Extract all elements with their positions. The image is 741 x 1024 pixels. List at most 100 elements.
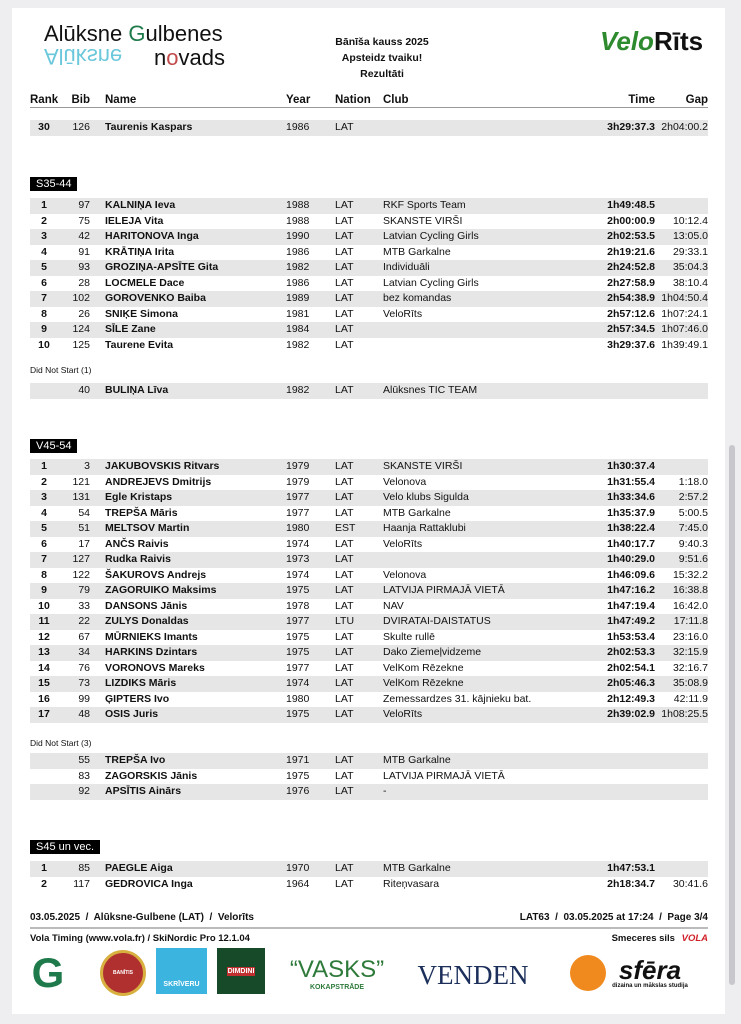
dns-row: 40 BULIŅA Līva 1982 LAT Alūksnes TIC TEAM (30, 383, 708, 399)
sponsor-text: Smeceres sils (611, 933, 675, 944)
cell-nation: LAT (335, 276, 354, 289)
result-row: 14 76 VORONOVS Mareks 1977 LAT VelKom Rēzekne… (30, 661, 708, 677)
cell-club: Velonova (383, 568, 427, 581)
cell-club: VeloRīts (383, 307, 423, 320)
cell-bib: 125 (72, 338, 90, 351)
scrollbar[interactable] (729, 445, 735, 985)
cell-gap: 7:45.0 (678, 522, 708, 534)
vola-logo: VOLA (681, 933, 708, 944)
result-row: 3 42 HARITONOVA Inga 1990 LAT Latvian Cycling… (30, 229, 708, 245)
cell-bib: 76 (78, 661, 90, 674)
result-row: 30 126 Taurenis Kaspars 1986 LAT 3h29:37.3 2h0… (30, 120, 708, 136)
cell-rank: 10 (38, 338, 50, 351)
cell-rank: 14 (38, 661, 50, 674)
cell-nation: LAT (335, 323, 354, 335)
cell-bib: 85 (78, 862, 90, 874)
col-gap: Gap (685, 94, 708, 106)
cell-year: 1982 (286, 261, 310, 273)
category-label: S35-44 (30, 177, 78, 191)
cell-name: OSIS Juris (105, 708, 159, 720)
cell-time: 1h38:22.4 (607, 522, 655, 534)
cell-time: 2h12:49.3 (607, 692, 655, 705)
cell-name: BULIŅA Līva (105, 384, 169, 396)
cell-year: 1974 (286, 677, 310, 689)
cell-bib: 55 (78, 754, 90, 766)
cell-rank: 3 (41, 491, 47, 503)
col-club: Club (383, 94, 409, 106)
category-label: S45 un vec. (30, 840, 101, 854)
cell-rank: 1 (41, 199, 47, 211)
cell-gap: 32:16.7 (672, 661, 708, 674)
cell-club: - (383, 785, 387, 797)
result-row: 7 102 GOROVENKO Baiba 1989 LAT bez komandas 2h… (30, 291, 708, 307)
cell-year: 1979 (286, 460, 310, 472)
cell-nation: LAT (335, 877, 354, 890)
cell-time: 1h31:55.4 (607, 475, 655, 488)
dns-label: Did Not Start (1) (30, 365, 92, 375)
cell-bib: 93 (78, 261, 90, 273)
cell-rank: 8 (41, 307, 47, 320)
cell-bib: 97 (78, 199, 90, 211)
cell-club: Latvian Cycling Girls (383, 230, 479, 242)
cell-rank: 5 (41, 522, 47, 534)
col-nation: Nation (335, 94, 371, 106)
cell-year: 1980 (286, 522, 310, 534)
dns-row: 55 TREPŠA Ivo 1971 LAT MTB Garkalne (30, 753, 708, 769)
result-row: 17 48 OSIS Juris 1975 LAT VeloRīts 2h39:02.9 1h… (30, 707, 708, 723)
cell-bib: 67 (78, 630, 90, 643)
cell-club: Individuāli (383, 261, 430, 273)
cell-time: 1h40:29.0 (607, 553, 655, 565)
cell-name: KALNIŅA Ieva (105, 199, 176, 211)
cell-rank: 16 (38, 692, 50, 705)
cell-gap: 23:16.0 (672, 630, 708, 643)
result-row: 7 127 Rudka Raivis 1973 LAT 1h40:29.0 9:51.6 (30, 552, 708, 568)
cell-name: IELEJA Vita (105, 214, 164, 227)
cell-gap: 2h04:00.2 (661, 121, 708, 133)
software-credit: Vola Timing (www.vola.fr) / SkiNordic Pr… (30, 933, 250, 944)
cell-year: 1977 (286, 615, 310, 627)
cell-gap: 5:00.5 (678, 506, 708, 519)
cell-time: 1h33:34.6 (607, 491, 655, 503)
result-row: 11 22 ZULYS Donaldas 1977 LTU DVIRATAI-DAISTA… (30, 614, 708, 630)
cell-gap: 35:08.9 (672, 677, 708, 689)
cell-nation: LAT (335, 245, 354, 258)
cell-time: 2h02:53.3 (607, 646, 655, 658)
cell-rank: 13 (38, 646, 50, 658)
cell-time: 1h47:49.2 (607, 615, 655, 627)
cell-bib: 79 (78, 584, 90, 596)
cell-nation: LAT (335, 568, 354, 581)
cell-time: 2h05:46.3 (607, 677, 655, 689)
cell-club: VelKom Rēzekne (383, 661, 464, 674)
dns-row: 83 ZAGORSKIS Jānis 1975 LAT LATVIJA PIRMAJĀ … (30, 769, 708, 785)
cell-gap: 16:42.0 (672, 599, 708, 612)
cell-time: 3h29:37.6 (607, 338, 655, 351)
col-year: Year (286, 94, 311, 106)
cell-time: 1h35:37.9 (607, 506, 655, 519)
cell-rank: 6 (41, 276, 47, 289)
cell-bib: 117 (73, 877, 90, 890)
cell-bib: 122 (72, 568, 90, 581)
cell-name: LOCMELE Dace (105, 276, 185, 289)
logo-gulbene-g: G (31, 948, 65, 996)
cell-rank: 17 (38, 708, 50, 720)
cell-bib: 102 (72, 292, 90, 304)
cell-gap: 17:11.8 (673, 615, 708, 627)
event-subtitle: Apsteidz tvaiku! (341, 52, 423, 64)
cell-rank: 15 (38, 677, 50, 689)
result-row: 5 93 GROZIŅA-APSĪTE Gita 1982 LAT Individuāli… (30, 260, 708, 276)
cell-nation: LAT (335, 460, 354, 472)
cell-club: Velo klubs Sigulda (383, 491, 469, 503)
result-row: 4 54 TREPŠA Māris 1977 LAT MTB Garkalne 1h35:3… (30, 506, 708, 522)
cell-gap: 35:04.3 (672, 261, 708, 273)
cell-year: 1986 (286, 276, 310, 289)
cell-nation: LAT (335, 214, 354, 227)
cell-time: 2h00:00.9 (607, 214, 655, 227)
cell-nation: LAT (335, 292, 354, 304)
result-row: 1 97 KALNIŅA Ieva 1988 LAT RKF Sports Team 1h4… (30, 198, 708, 214)
results-page: Alūksne Gulbenes Alūksne novads Bānīša k… (12, 8, 725, 1014)
dns-row: 92 APSĪTIS Ainārs 1976 LAT - (30, 784, 708, 800)
cell-nation: LAT (335, 862, 354, 874)
cell-name: PAEGLE Aiga (105, 862, 173, 874)
cell-rank: 7 (41, 553, 47, 565)
logo-banitis: BANĪTIS (100, 950, 146, 996)
